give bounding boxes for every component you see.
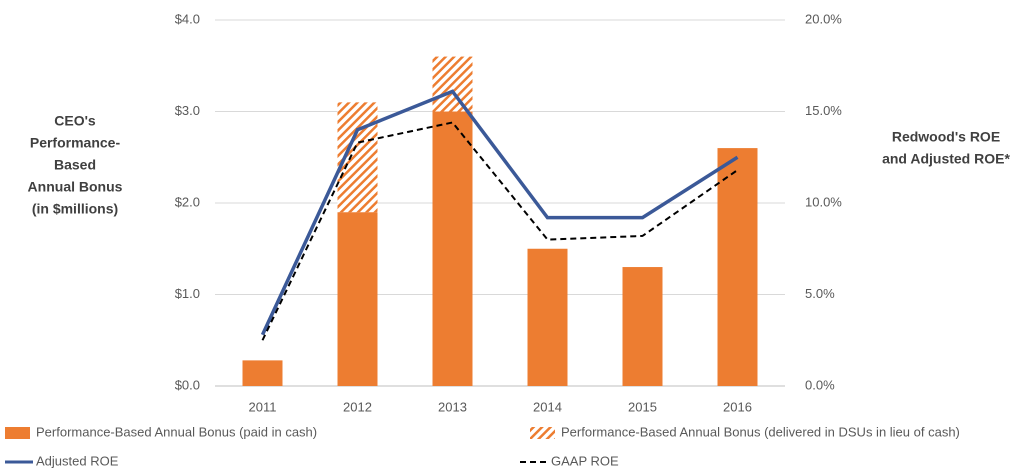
y-axis-label: (in $millions) [32, 201, 118, 217]
y2-tick-label: 0.0% [805, 377, 835, 392]
line [260, 89, 739, 336]
y-axis-label: Based [54, 157, 96, 173]
x-tick-label: 2013 [438, 399, 467, 414]
x-tick-label: 2012 [343, 399, 372, 414]
bar [337, 212, 378, 386]
y-axis-label: CEO's [54, 113, 96, 129]
bar [622, 267, 663, 386]
y2-tick-label: 10.0% [805, 194, 842, 209]
x-tick-label: 2016 [723, 399, 752, 414]
y2-tick-label: 15.0% [805, 103, 842, 118]
y-tick-label: $2.0 [175, 194, 200, 209]
y2-tick-label: 20.0% [805, 11, 842, 26]
y-tick-label: $4.0 [175, 11, 200, 26]
legend-label: Performance-Based Annual Bonus (paid in … [36, 424, 317, 439]
bar [717, 148, 758, 386]
legend-label: Adjusted ROE [36, 453, 119, 468]
y-tick-label: $0.0 [175, 377, 200, 392]
y-axis-label: Annual Bonus [28, 179, 123, 195]
legend-label: Performance-Based Annual Bonus (delivere… [561, 424, 960, 439]
y2-axis-label: and Adjusted ROE* [882, 151, 1010, 167]
x-tick-label: 2011 [249, 399, 277, 414]
y-tick-label: $3.0 [175, 103, 200, 118]
y2-axis-label: Redwood's ROE [892, 129, 1000, 145]
legend-swatch [530, 427, 555, 439]
bar [242, 360, 283, 386]
bar [527, 248, 568, 386]
legend-swatch [5, 427, 30, 439]
line [261, 121, 739, 341]
bar [432, 111, 473, 386]
y2-tick-label: 5.0% [805, 286, 835, 301]
legend-label: GAAP ROE [551, 453, 619, 468]
x-tick-label: 2015 [628, 399, 657, 414]
x-tick-label: 2014 [533, 399, 562, 414]
bar [432, 56, 473, 112]
y-tick-label: $1.0 [175, 286, 200, 301]
y-axis-label: Performance- [30, 135, 121, 151]
